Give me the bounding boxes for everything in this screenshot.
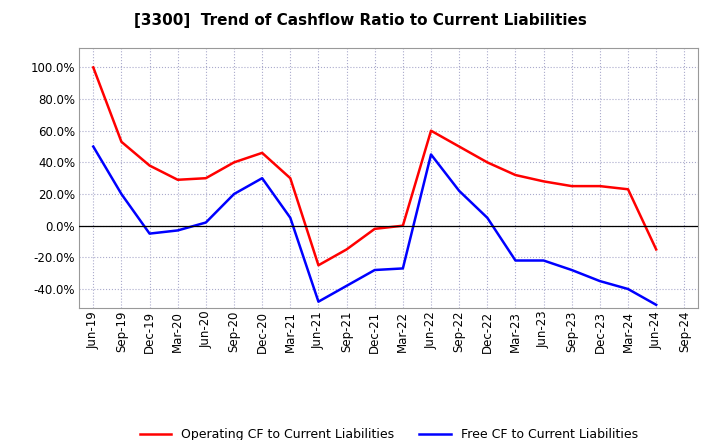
Free CF to Current Liabilities <box>314 299 323 304</box>
Free CF to Current Liabilities <box>230 191 238 197</box>
Free CF to Current Liabilities <box>202 220 210 225</box>
Free CF to Current Liabilities <box>117 191 126 197</box>
Operating CF to Current Liabilities <box>539 179 548 184</box>
Operating CF to Current Liabilities <box>624 187 632 192</box>
Free CF to Current Liabilities <box>624 286 632 292</box>
Free CF to Current Liabilities <box>258 176 266 181</box>
Line: Free CF to Current Liabilities: Free CF to Current Liabilities <box>94 147 656 305</box>
Operating CF to Current Liabilities <box>370 226 379 231</box>
Free CF to Current Liabilities <box>370 268 379 273</box>
Operating CF to Current Liabilities <box>202 176 210 181</box>
Free CF to Current Liabilities <box>399 266 408 271</box>
Free CF to Current Liabilities <box>539 258 548 263</box>
Operating CF to Current Liabilities <box>595 183 604 189</box>
Free CF to Current Liabilities <box>286 215 294 220</box>
Text: [3300]  Trend of Cashflow Ratio to Current Liabilities: [3300] Trend of Cashflow Ratio to Curren… <box>134 13 586 28</box>
Free CF to Current Liabilities <box>342 283 351 289</box>
Free CF to Current Liabilities <box>427 152 436 157</box>
Operating CF to Current Liabilities <box>89 65 98 70</box>
Line: Operating CF to Current Liabilities: Operating CF to Current Liabilities <box>94 67 656 265</box>
Operating CF to Current Liabilities <box>427 128 436 133</box>
Free CF to Current Liabilities <box>483 215 492 220</box>
Operating CF to Current Liabilities <box>483 160 492 165</box>
Free CF to Current Liabilities <box>455 188 464 194</box>
Operating CF to Current Liabilities <box>314 263 323 268</box>
Operating CF to Current Liabilities <box>230 160 238 165</box>
Free CF to Current Liabilities <box>174 228 182 233</box>
Operating CF to Current Liabilities <box>511 172 520 178</box>
Free CF to Current Liabilities <box>652 302 660 308</box>
Operating CF to Current Liabilities <box>342 247 351 252</box>
Operating CF to Current Liabilities <box>567 183 576 189</box>
Operating CF to Current Liabilities <box>145 163 154 168</box>
Operating CF to Current Liabilities <box>117 139 126 144</box>
Free CF to Current Liabilities <box>567 268 576 273</box>
Legend: Operating CF to Current Liabilities, Free CF to Current Liabilities: Operating CF to Current Liabilities, Fre… <box>135 423 643 440</box>
Free CF to Current Liabilities <box>595 279 604 284</box>
Operating CF to Current Liabilities <box>286 176 294 181</box>
Operating CF to Current Liabilities <box>399 223 408 228</box>
Free CF to Current Liabilities <box>145 231 154 236</box>
Operating CF to Current Liabilities <box>455 144 464 149</box>
Free CF to Current Liabilities <box>511 258 520 263</box>
Operating CF to Current Liabilities <box>652 247 660 252</box>
Operating CF to Current Liabilities <box>174 177 182 183</box>
Operating CF to Current Liabilities <box>258 150 266 155</box>
Free CF to Current Liabilities <box>89 144 98 149</box>
